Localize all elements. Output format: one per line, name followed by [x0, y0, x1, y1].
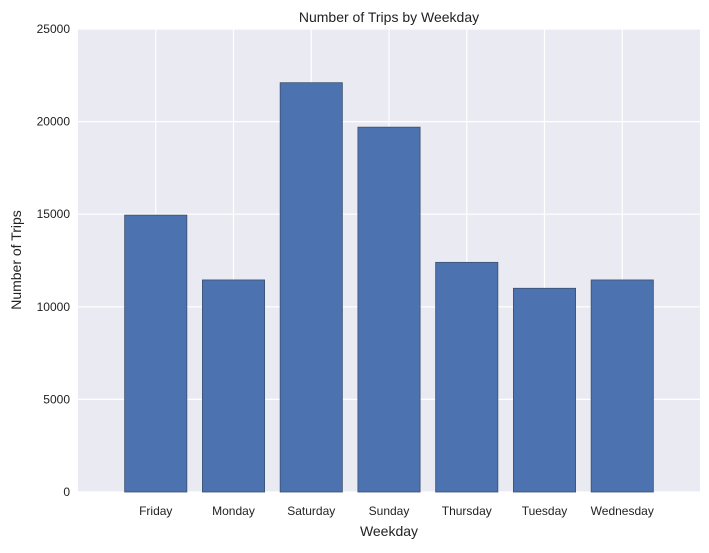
y-tick-label: 10000 [37, 300, 71, 314]
y-tick-label: 15000 [37, 207, 71, 221]
x-tick-label: Tuesday [522, 504, 568, 518]
y-tick-label: 0 [63, 485, 70, 499]
x-tick-label: Friday [139, 504, 172, 518]
x-tick-label: Wednesday [591, 504, 654, 518]
x-tick-labels: Friday Monday Saturday Sunday Thursday Tuesda… [139, 504, 654, 518]
y-tick-labels: 0 5000 10000 15000 20000 25000 [37, 22, 71, 499]
y-tick-label: 5000 [43, 392, 70, 406]
y-axis-label: Number of Trips [8, 210, 24, 310]
bar-friday [124, 214, 188, 493]
bar-sunday [357, 126, 421, 493]
y-tick-label: 25000 [37, 22, 71, 36]
bar-monday [201, 279, 265, 493]
x-tick-label: Saturday [287, 504, 335, 518]
x-tick-label: Monday [212, 504, 255, 518]
x-tick-label: Thursday [442, 504, 492, 518]
bar-wednesday [590, 279, 654, 493]
chart-title: Number of Trips by Weekday [299, 9, 479, 25]
bar-tuesday [513, 287, 577, 493]
y-tick-label: 20000 [37, 115, 71, 129]
bar-saturday [279, 82, 343, 493]
x-axis-label: Weekday [360, 523, 418, 539]
bars [124, 82, 654, 493]
bar-thursday [435, 261, 499, 493]
x-tick-label: Sunday [369, 504, 410, 518]
